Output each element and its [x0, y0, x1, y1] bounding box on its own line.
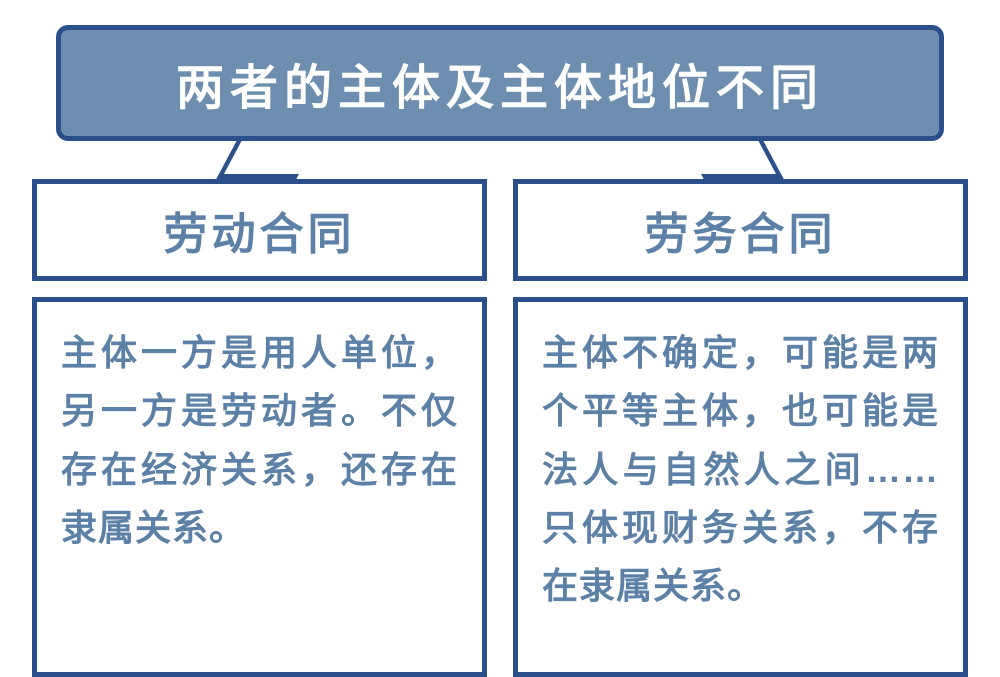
comparison-columns: 劳动合同 主体一方是用人单位，另一方是劳动者。不仅存在经济关系，还存在隶属关系。…	[28, 179, 972, 677]
right-body-box: 主体不确定，可能是两个平等主体，也可能是法人与自然人之间……只体现财务关系，不存…	[513, 297, 968, 677]
left-header-box: 劳动合同	[32, 179, 487, 281]
title-box: 两者的主体及主体地位不同	[56, 25, 944, 141]
left-body-text: 主体一方是用人单位，另一方是劳动者。不仅存在经济关系，还存在隶属关系。	[61, 324, 458, 557]
left-header-text: 劳动合同	[47, 198, 472, 262]
right-column: 劳务合同 主体不确定，可能是两个平等主体，也可能是法人与自然人之间……只体现财务…	[513, 179, 968, 677]
left-body-box: 主体一方是用人单位，另一方是劳动者。不仅存在经济关系，还存在隶属关系。	[32, 297, 487, 677]
left-column: 劳动合同 主体一方是用人单位，另一方是劳动者。不仅存在经济关系，还存在隶属关系。	[32, 179, 487, 677]
right-body-text: 主体不确定，可能是两个平等主体，也可能是法人与自然人之间……只体现财务关系，不存…	[542, 324, 939, 616]
right-header-box: 劳务合同	[513, 179, 968, 281]
title-text: 两者的主体及主体地位不同	[81, 48, 919, 118]
connector-lines	[28, 141, 972, 179]
right-header-text: 劳务合同	[528, 198, 953, 262]
connector-left	[216, 135, 319, 179]
connector-right	[680, 135, 783, 179]
